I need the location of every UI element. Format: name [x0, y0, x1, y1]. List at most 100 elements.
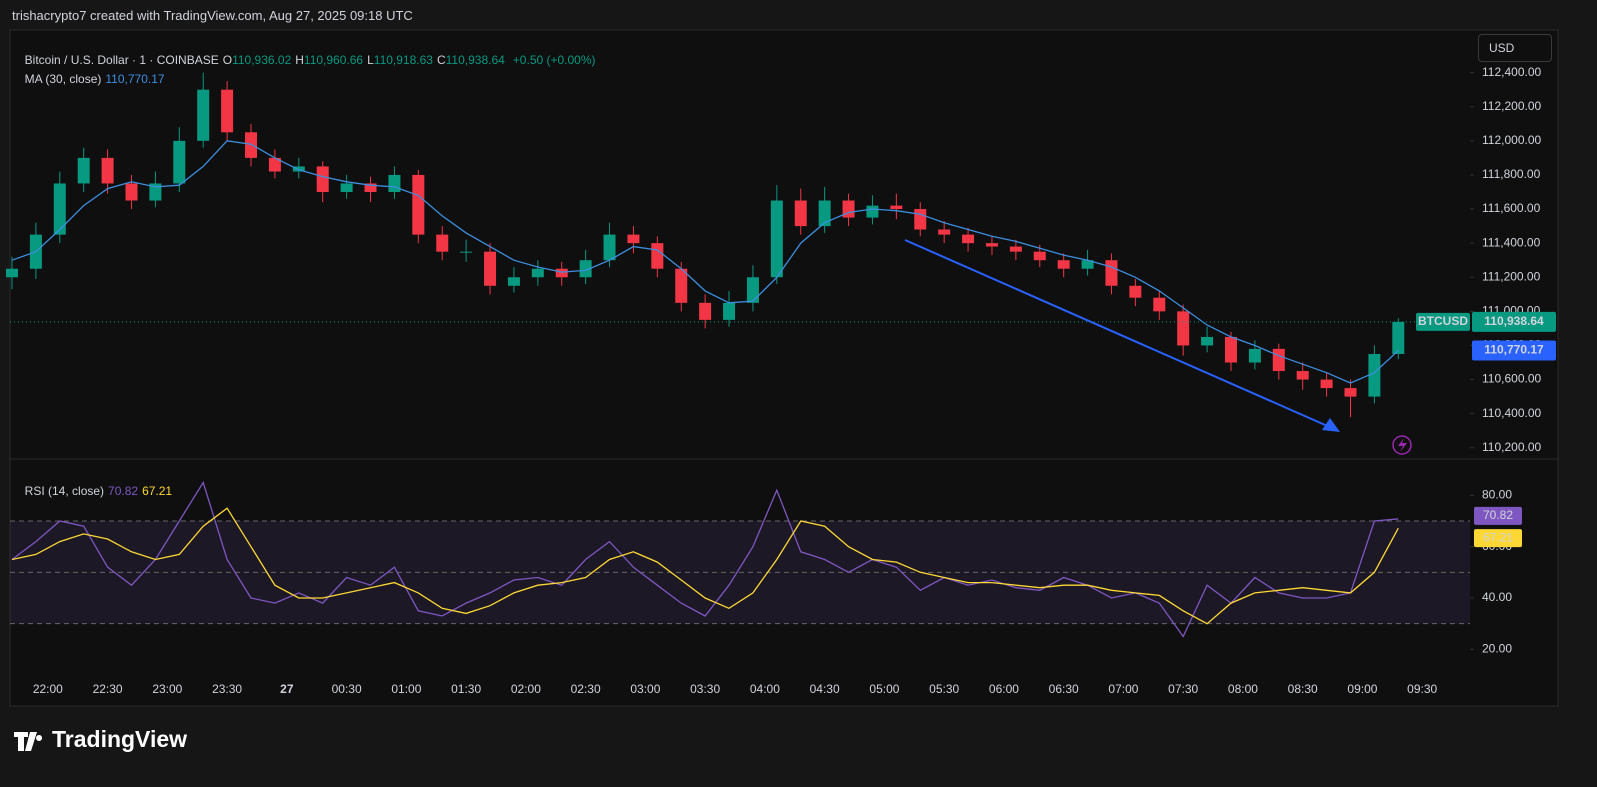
- candle-body: [1033, 251, 1046, 261]
- ohlc-value: 110,918.63: [373, 53, 433, 67]
- candle-body: [460, 251, 473, 253]
- currency-button[interactable]: USD: [1478, 34, 1552, 62]
- candle-body: [627, 234, 640, 244]
- x-tick-label: 06:30: [1049, 682, 1079, 696]
- candle-body: [1320, 379, 1333, 389]
- candle-body: [579, 260, 592, 278]
- candle-body: [675, 268, 688, 303]
- candle-body: [316, 166, 329, 192]
- ma-tag: [1472, 340, 1556, 361]
- ohlc-value: 110,960.66: [303, 53, 364, 67]
- ma-legend: MA (30, close) 110,770.17: [18, 58, 169, 86]
- candle-body: [890, 205, 903, 210]
- x-tick-label: 02:00: [511, 682, 541, 696]
- candle-body: [794, 200, 807, 227]
- candle-body: [699, 302, 712, 320]
- candle-body: [555, 268, 568, 278]
- candle-body: [484, 251, 497, 286]
- candle-body: [1344, 388, 1357, 397]
- symbol-tag: [1416, 312, 1470, 331]
- candle-body: [1368, 353, 1381, 397]
- candle-body: [1224, 336, 1237, 363]
- x-tick-label: 07:30: [1168, 682, 1198, 696]
- candle-body: [770, 200, 783, 278]
- x-tick-label: 08:30: [1288, 682, 1318, 696]
- x-tick-label: 09:30: [1407, 682, 1437, 696]
- candle-body: [746, 277, 759, 303]
- brand-name: TradingView: [52, 726, 188, 752]
- x-tick-label: 06:00: [989, 682, 1019, 696]
- candle-body: [818, 200, 831, 227]
- alert-bolt: [1398, 438, 1407, 452]
- ma-value: 110,770.17: [105, 72, 165, 86]
- candle-body: [173, 140, 186, 184]
- candle-body: [5, 268, 18, 278]
- y-tick-label: 110,600.00: [1482, 372, 1541, 386]
- alert-icon[interactable]: [1392, 435, 1412, 455]
- candle-body: [340, 183, 353, 192]
- header-caption: trishacrypto7 created with TradingView.c…: [12, 8, 413, 23]
- rsi-tag-label: 70.82: [1483, 508, 1513, 522]
- candle-body: [412, 174, 425, 235]
- x-tick-label: 00:30: [332, 682, 362, 696]
- candle-body: [125, 183, 138, 201]
- y-tick-label: 80.00: [1482, 488, 1512, 502]
- y-tick-label: 110,200.00: [1482, 440, 1541, 454]
- x-tick-label: 22:30: [93, 682, 123, 696]
- price-tag: [1472, 311, 1556, 332]
- x-tick-label: 23:30: [212, 682, 242, 696]
- candle-body: [292, 166, 305, 172]
- candle-body: [603, 234, 616, 261]
- rsi-tag: [1474, 529, 1522, 548]
- x-tick-label: 04:00: [750, 682, 780, 696]
- candle-body: [938, 229, 951, 235]
- symbol-title: Bitcoin / U.S. Dollar · 1 · COINBASE: [24, 53, 219, 67]
- rsi-title: RSI (14, close): [24, 484, 105, 498]
- candle-body: [388, 174, 401, 192]
- y-tick-label: 112,000.00: [1482, 133, 1541, 147]
- y-tick-label: 110,400.00: [1482, 406, 1541, 420]
- x-tick-label: 27: [280, 682, 294, 696]
- candle-body: [531, 268, 544, 278]
- candle-body: [1153, 297, 1166, 312]
- candle-body: [1105, 260, 1118, 286]
- candle-body: [364, 183, 377, 192]
- y-tick-label: 20.00: [1482, 642, 1512, 656]
- candle-body: [962, 234, 975, 244]
- symbol-tag-label: BTCUSD: [1418, 314, 1468, 328]
- candle-body: [77, 157, 90, 184]
- candle-body: [1296, 371, 1309, 380]
- ohlc-value: 110,936.02: [232, 53, 292, 67]
- x-tick-label: 04:30: [810, 682, 840, 696]
- chart-panel: [9, 29, 1559, 707]
- candle-body: [1272, 348, 1285, 372]
- rsi-signal-value: 67.21: [142, 484, 173, 498]
- y-tick-label: 112,200.00: [1482, 99, 1541, 113]
- candle-body: [651, 243, 664, 269]
- candle-body: [1201, 336, 1214, 346]
- y-tick-label: 111,200.00: [1482, 269, 1541, 283]
- y-tick-label: 112,400.00: [1482, 65, 1541, 79]
- x-tick-label: 02:30: [571, 682, 601, 696]
- ohlc: O110,936.02 H110,960.66 L110,918.63 C110,93…: [223, 53, 509, 67]
- candle-body: [985, 243, 998, 247]
- x-tick-label: 07:00: [1108, 682, 1138, 696]
- line-series: [11, 480, 1399, 638]
- candle-body: [723, 302, 736, 320]
- candle-body: [1057, 260, 1070, 269]
- ma-tag-label: 110,770.17: [1484, 343, 1544, 357]
- candle-body: [245, 132, 258, 158]
- price-legend: Bitcoin / U.S. Dollar · 1 · COINBASE O110…: [18, 39, 600, 67]
- x-tick-label: 03:30: [690, 682, 720, 696]
- y-tick-label: 40.00: [1482, 590, 1512, 604]
- trend-arrowhead: [1322, 418, 1340, 432]
- ohlc-key: C: [436, 53, 446, 67]
- ohlc-key: H: [295, 53, 304, 67]
- price-pane: 110,200.00110,400.00110,600.00110,800.00…: [5, 65, 1556, 454]
- candle-body: [507, 277, 520, 286]
- candle-body: [436, 234, 449, 252]
